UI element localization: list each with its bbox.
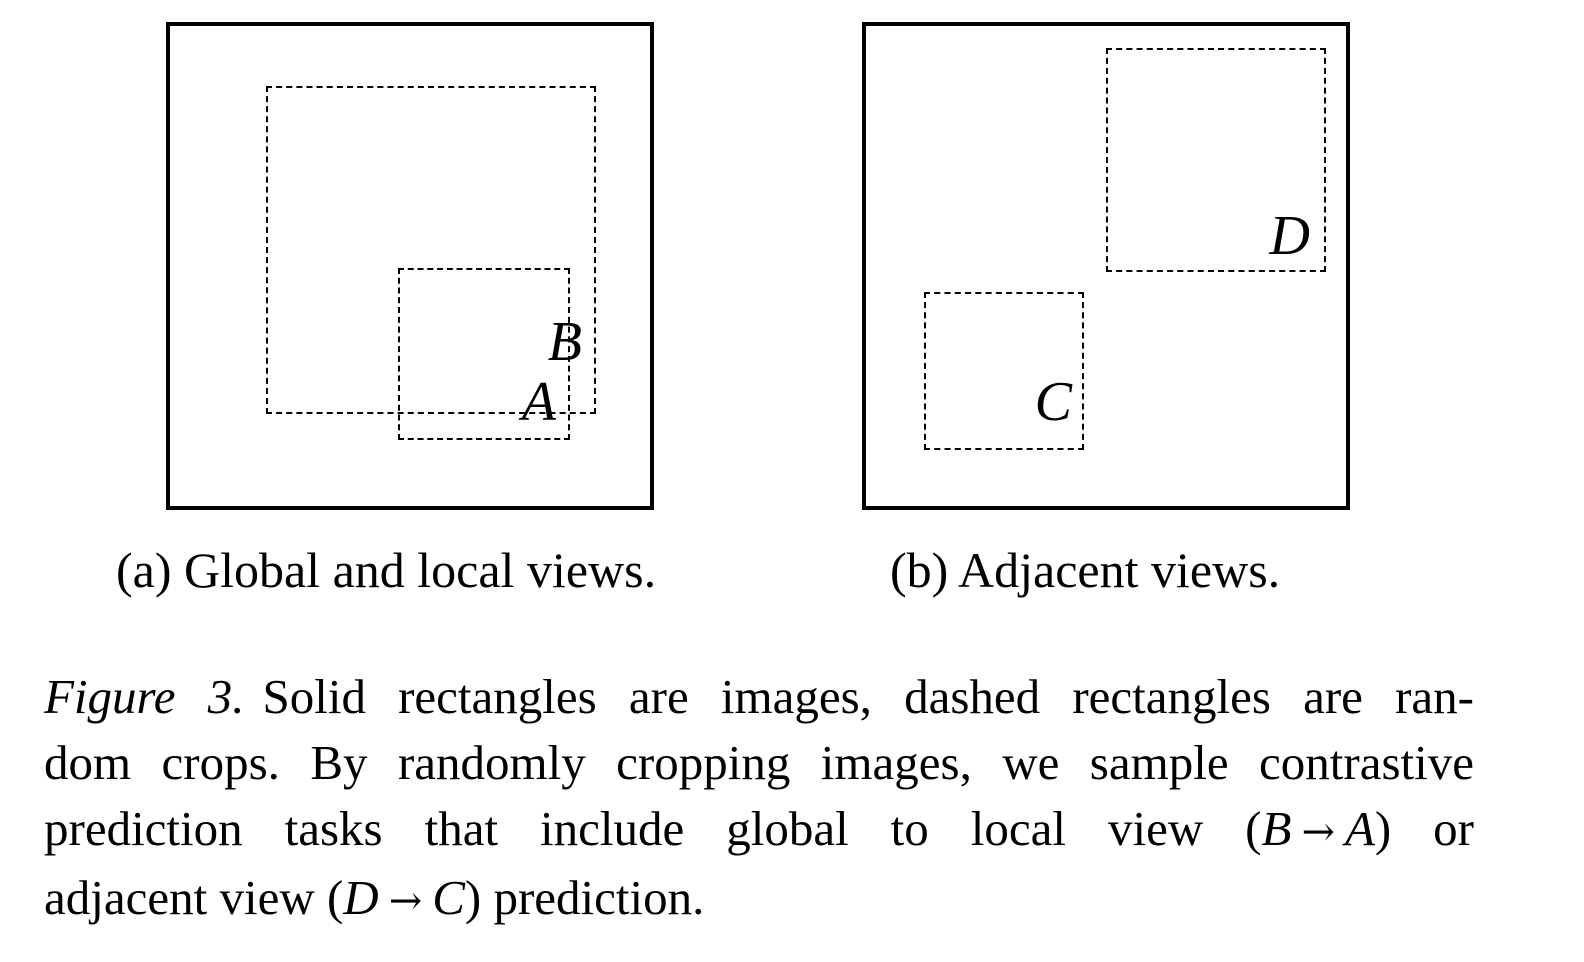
caption-math-a: A bbox=[1344, 801, 1375, 856]
subcaption-b: (b) Adjacent views. bbox=[890, 542, 1281, 598]
subcaption-a: (a) Global and local views. bbox=[116, 542, 657, 598]
crop-c-label: C bbox=[1034, 371, 1072, 433]
crop-d-dashed-rectangle: D bbox=[1106, 48, 1326, 272]
caption-line-4-end: ) prediction. bbox=[464, 870, 705, 925]
image-rectangle-a: B A bbox=[166, 22, 654, 510]
figure-label: Figure 3. bbox=[44, 669, 245, 724]
caption-math-b: B bbox=[1261, 801, 1292, 856]
caption-math-d: D bbox=[343, 870, 379, 925]
right-arrow-icon: → bbox=[1301, 809, 1335, 855]
caption-line-1: Figure 3. Solid rectangles are images, da… bbox=[44, 664, 1474, 730]
caption-line-4-text: adjacent view ( bbox=[44, 870, 344, 925]
caption-math-c: C bbox=[432, 870, 465, 925]
crop-a-dashed-rectangle: A bbox=[398, 268, 570, 440]
caption-line-2: dom crops. By randomly cropping images, … bbox=[44, 735, 1474, 790]
crop-b-dashed-rectangle: B A bbox=[266, 86, 596, 440]
caption-line-1-text: Solid rectangles are images, dashed rect… bbox=[262, 669, 1474, 724]
right-arrow-icon: → bbox=[388, 878, 423, 924]
crop-a-label: A bbox=[521, 371, 556, 433]
crop-b-label: B bbox=[547, 311, 582, 373]
caption-line-3-end: ) or bbox=[1374, 801, 1474, 856]
caption-line-4: adjacent view (D → C) prediction. bbox=[44, 865, 1474, 934]
crop-c-dashed-rectangle: C bbox=[924, 292, 1084, 450]
caption-line-3-text: prediction tasks that include global to … bbox=[44, 801, 1262, 856]
image-rectangle-b: D C bbox=[862, 22, 1350, 510]
caption-line-3: prediction tasks that include global to … bbox=[44, 796, 1474, 865]
crop-d-label: D bbox=[1269, 205, 1310, 267]
figure-caption: Figure 3. Solid rectangles are images, da… bbox=[44, 664, 1474, 934]
